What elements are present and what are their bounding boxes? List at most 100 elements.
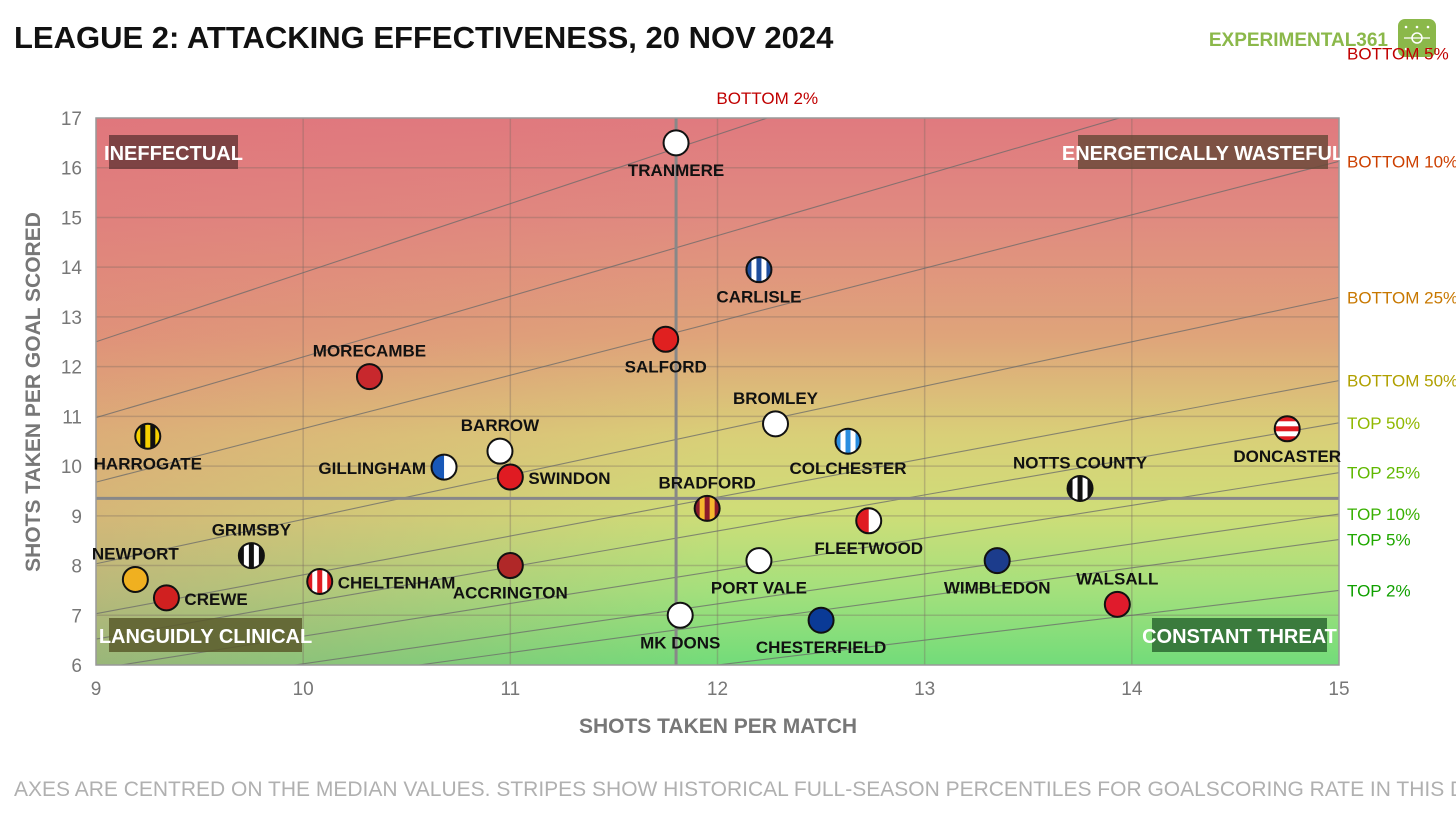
team-points: TRANMERE CARLISLE SALFORD MORECAMBE HARROGAT…: [92, 129, 1341, 657]
team-label: GILLINGHAM: [318, 459, 426, 478]
y-tick-label: 7: [71, 606, 82, 627]
team-point-grimsby: GRIMSBY: [212, 521, 292, 570]
y-tick-label: 17: [61, 109, 82, 130]
percentile-line: [117, 472, 1339, 665]
percentile-label: BOTTOM 10%: [1347, 152, 1456, 171]
team-label: SALFORD: [625, 357, 707, 376]
footnote: AXES ARE CENTRED ON THE MEDIAN VALUES. S…: [14, 778, 1456, 801]
y-tick-label: 13: [61, 308, 82, 329]
team-label: DONCASTER: [1233, 447, 1341, 466]
team-point-port-vale: PORT VALE: [711, 547, 807, 598]
team-point-tranmere: TRANMERE: [628, 129, 724, 180]
x-tick-label: 10: [293, 679, 314, 700]
team-label: SWINDON: [528, 469, 610, 488]
team-point-colchester: COLCHESTER: [789, 427, 907, 478]
team-label: COLCHESTER: [789, 459, 906, 478]
percentile-line: [96, 422, 1339, 640]
team-label: CARLISLE: [716, 288, 801, 307]
team-point-morecambe: MORECAMBE: [313, 342, 426, 391]
team-point-walsall: WALSALL: [1076, 569, 1158, 618]
percentile-label: BOTTOM 50%: [1347, 372, 1456, 391]
percentile-label: TOP 5%: [1347, 531, 1411, 550]
percentile-line: [415, 539, 1339, 665]
team-label: MK DONS: [640, 633, 720, 652]
chart-title: LEAGUE 2: ATTACKING EFFECTIVENESS, 20 NO…: [14, 20, 834, 55]
y-tick-label: 10: [61, 457, 82, 478]
team-label: BROMLEY: [733, 389, 819, 408]
quadrant-text: INEFFECTUAL: [104, 143, 243, 165]
quadrant-text: ENERGETICALLY WASTEFUL: [1062, 143, 1344, 165]
percentile-line: [96, 296, 1339, 565]
team-label: WALSALL: [1076, 569, 1158, 588]
team-point-mk-dons: MK DONS: [640, 601, 720, 652]
percentile-label: TOP 50%: [1347, 414, 1420, 433]
team-label: BARROW: [461, 416, 540, 435]
y-tick-label: 12: [61, 358, 82, 379]
team-point-crewe: CREWE: [152, 584, 248, 612]
plot-frame: [95, 117, 1340, 666]
y-tick-label: 9: [71, 507, 82, 528]
y-axis-label: SHOTS TAKEN PER GOAL SCORED: [22, 212, 45, 572]
percentile-label: BOTTOM 25%: [1347, 288, 1456, 307]
x-tick-label: 14: [1121, 679, 1143, 700]
quadrant-text: LANGUIDLY CLINICAL: [99, 626, 312, 648]
team-point-gillingham: GILLINGHAM: [318, 453, 458, 481]
percentile-lines: [96, 118, 1339, 665]
team-label: ACCRINGTON: [453, 584, 568, 603]
team-label: WIMBLEDON: [944, 579, 1051, 598]
y-tick-label: 8: [71, 557, 82, 578]
team-label: TRANMERE: [628, 161, 724, 180]
team-point-chesterfield: CHESTERFIELD: [756, 606, 886, 657]
x-tick-label: 12: [707, 679, 728, 700]
x-tick-label: 9: [91, 679, 102, 700]
team-point-notts-county: NOTTS COUNTY: [1013, 453, 1148, 502]
team-point-cheltenham: CHELTENHAM: [306, 567, 456, 595]
team-label: MORECAMBE: [313, 342, 426, 361]
x-axis-label: SHOTS TAKEN PER MATCH: [579, 715, 857, 738]
team-point-wimbledon: WIMBLEDON: [944, 547, 1051, 598]
team-label: FLEETWOOD: [814, 539, 923, 558]
team-label: BRADFORD: [659, 473, 756, 492]
team-label: CHELTENHAM: [338, 573, 456, 592]
percentile-line: [712, 589, 1339, 665]
y-tick-label: 6: [71, 656, 82, 677]
axis-ticks: 9 10 11 12 13 14 15 6 7 8 9 10 11 12 13 14 15 16 17: [61, 109, 1350, 700]
percentile-label: BOTTOM 5%: [1347, 45, 1449, 64]
quadrant-label-bottom-right: CONSTANT THREAT: [1142, 618, 1337, 652]
team-point-accrington: ACCRINGTON: [453, 552, 568, 603]
percentile-label: TOP 10%: [1347, 505, 1420, 524]
team-point-barrow: BARROW: [461, 416, 540, 465]
x-tick-label: 13: [914, 679, 935, 700]
percentile-line: [96, 118, 1122, 419]
team-point-harrogate: HARROGATE: [94, 422, 202, 473]
team-point-carlisle: CARLISLE: [716, 256, 801, 307]
brand-name: EXPERIMENTAL361: [1209, 30, 1389, 51]
quadrant-label-top-left: INEFFECTUAL: [104, 135, 243, 169]
percentile-label: TOP 25%: [1347, 464, 1420, 483]
team-label: HARROGATE: [94, 454, 202, 473]
team-label: NOTTS COUNTY: [1013, 453, 1148, 472]
y-tick-label: 14: [61, 258, 83, 279]
y-tick-label: 15: [61, 208, 82, 229]
brand-logo-icon: [1398, 19, 1436, 57]
percentile-labels: BOTTOM 2% BOTTOM 5% BOTTOM 10% BOTTOM 25% BO…: [716, 45, 1456, 601]
team-label: CREWE: [184, 590, 247, 609]
percentile-line: [96, 160, 1339, 483]
team-point-swindon: SWINDON: [496, 463, 611, 491]
team-point-fleetwood: FLEETWOOD: [814, 507, 923, 558]
team-label: NEWPORT: [92, 544, 180, 563]
percentile-label: BOTTOM 2%: [716, 89, 818, 108]
team-point-doncaster: DONCASTER: [1233, 415, 1341, 466]
percentile-line: [291, 513, 1339, 665]
quadrant-label-top-right: ENERGETICALLY WASTEFUL: [1062, 135, 1344, 169]
y-tick-label: 16: [61, 159, 82, 180]
percentile-label: TOP 2%: [1347, 581, 1411, 600]
quadrant-text: CONSTANT THREAT: [1142, 626, 1337, 648]
x-tick-label: 15: [1328, 679, 1349, 700]
team-point-bromley: BROMLEY: [733, 389, 819, 438]
percentile-line: [96, 118, 769, 343]
quadrant-label-bottom-left: LANGUIDLY CLINICAL: [99, 618, 312, 652]
y-tick-label: 11: [62, 407, 82, 428]
team-point-bradford: BRADFORD: [659, 473, 756, 522]
